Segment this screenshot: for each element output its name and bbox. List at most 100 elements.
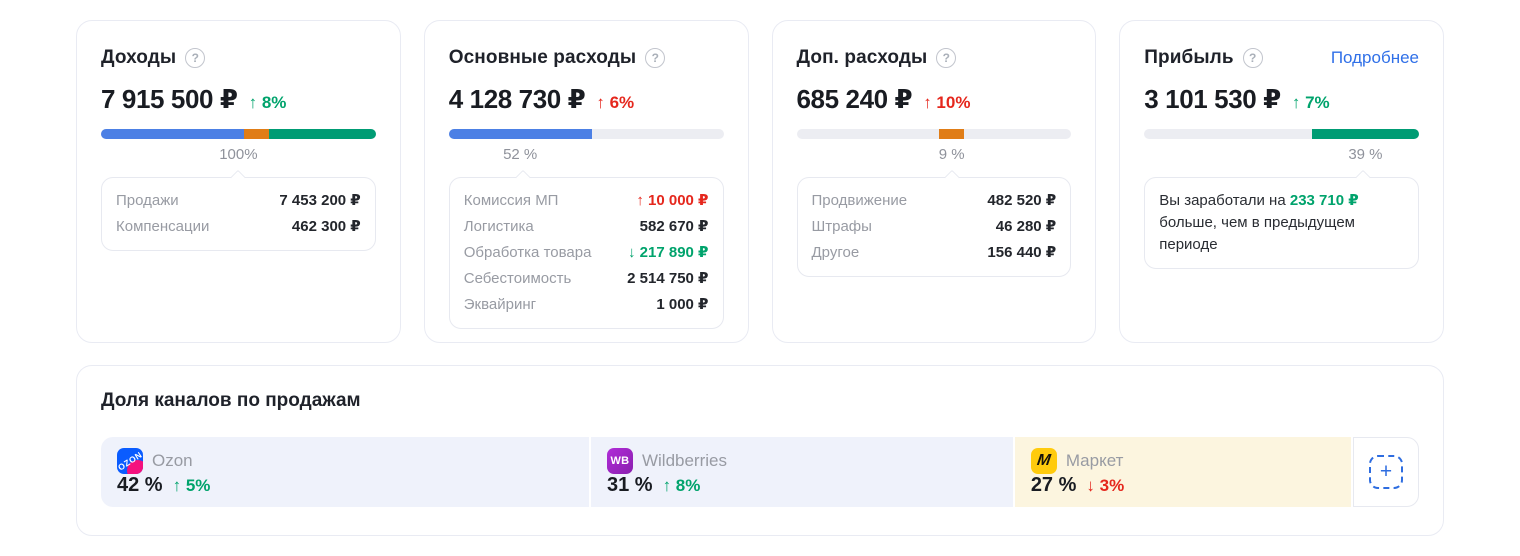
income-progress-bar [101,129,376,139]
income-value: 7 915 500 ₽ [101,84,238,114]
blue-bar-segment [101,129,244,139]
card-extra-expenses-title: Доп. расходы [796,47,928,68]
breakdown-row-value: ↓ 217 890 ₽ [628,244,709,261]
breakdown-row-value: 462 300 ₽ [291,218,361,235]
blue-bar-segment [448,129,592,139]
breakdown-row: Продажи 7 453 200 ₽ [116,188,361,214]
help-icon[interactable]: ? [645,48,666,68]
breakdown-row-label: Эквайринг [463,296,537,313]
green-bar-segment [1311,129,1419,139]
main-expenses-delta-badge: ↑ 6% [596,93,635,112]
breakdown-row-label: Логистика [463,218,534,235]
channel-share-value: 42 % [117,474,163,496]
profit-note-highlight: 233 710 ₽ [1289,192,1359,209]
breakdown-row-value: 46 280 ₽ [995,218,1057,235]
breakdown-row: Штрафы 46 280 ₽ [812,214,1057,240]
breakdown-caret [515,169,532,186]
orange-bar-segment [939,129,965,139]
channel-delta: ↓ 3% [1086,476,1125,495]
breakdown-row-value: 582 670 ₽ [639,218,709,235]
breakdown-row-value: 482 520 ₽ [987,192,1057,209]
channels-section-title: Доля каналов по продажам [101,390,361,411]
channel-delta: ↑ 5% [172,476,211,495]
add-channel-button[interactable]: + [1353,437,1419,507]
extra-expenses-percent-label: 9 % [938,146,965,163]
wildberries-logo-icon: WB [606,448,633,474]
profit-percent-label: 39 % [1348,146,1383,163]
channel-share-value: 27 % [1030,474,1077,496]
channels-row: OZON Ozon 42 % ↑ 5% WB Wildberries 31 % ↑ 8% M Ма… [101,437,1419,507]
profit-value: 3 101 530 ₽ [1144,84,1281,114]
extra-expenses-delta-badge: ↑ 10% [923,93,971,112]
breakdown-row-value: ↑ 10 000 ₽ [636,192,709,209]
channel-share-value: 31 % [606,474,653,496]
card-profit-header: Прибыль ? Подробнее [1144,45,1419,71]
income-breakdown-box: Продажи 7 453 200 ₽ Компенсации 462 300 ₽ [101,169,376,251]
profit-delta-badge: ↑ 7% [1291,93,1330,112]
breakdown-row: Обработка товара ↓ 217 890 ₽ [464,240,709,266]
channel-tile-маркет[interactable]: M Маркет 27 % ↓ 3% [1014,437,1351,507]
channel-tile-ozon[interactable]: OZON Ozon 42 % ↑ 5% [101,437,589,507]
card-main-expenses: Основные расходы ? 4 128 730 ₽ ↑ 6% 52 %… [423,20,749,343]
card-income-title: Доходы [101,47,177,68]
breakdown-row-value: 1 000 ₽ [656,296,709,313]
breakdown-row-label: Штрафы [811,218,872,235]
breakdown-row: Другое 156 440 ₽ [812,240,1057,266]
breakdown-row-label: Комиссия МП [463,192,559,209]
breakdown-row-label: Компенсации [116,218,210,235]
breakdown-row-label: Продажи [116,192,179,209]
card-extra-expenses: Доп. расходы ? 685 240 ₽ ↑ 10% 9 % Продв… [771,20,1097,343]
card-profit-title: Прибыль [1144,47,1234,68]
breakdown-row-label: Продвижение [811,192,908,209]
breakdown-row-label: Другое [811,244,860,261]
help-icon[interactable]: ? [936,48,957,68]
breakdown-row-label: Себестоимость [463,270,572,287]
extra-expenses-breakdown-box: Продвижение 482 520 ₽ Штрафы 46 280 ₽ Другое… [796,169,1072,277]
channel-delta: ↑ 8% [662,476,701,495]
income-percent-label: 100% [219,146,258,163]
card-income: Доходы ? 7 915 500 ₽ ↑ 8% 100% Продажи 7 … [76,20,401,343]
add-channel-plus-icon: + [1369,455,1403,489]
extra-expenses-value: 685 240 ₽ [796,84,913,114]
note-caret [1355,169,1372,186]
main-expenses-breakdown-box: Комиссия МП ↑ 10 000 ₽ Логистика 582 670 ₽ О… [448,169,724,329]
ozon-logo-icon: OZON [117,448,143,474]
channel-name: Wildberries [641,451,727,470]
metric-cards-row: Доходы ? 7 915 500 ₽ ↑ 8% 100% Продажи 7 … [76,20,1444,343]
extra-expenses-progress-bar [796,129,1072,139]
yandex-market-logo-icon: M [1030,448,1057,474]
breakdown-caret [230,169,247,186]
channel-name: Маркет [1065,451,1124,470]
orange-bar-segment [243,129,269,139]
help-icon[interactable]: ? [1242,48,1263,68]
breakdown-row-value: 156 440 ₽ [987,244,1057,261]
green-bar-segment [268,129,376,139]
card-extra-expenses-header: Доп. расходы ? [797,45,1072,71]
breakdown-row: Компенсации 462 300 ₽ [116,214,361,240]
main-expenses-progress-bar [448,129,724,139]
channel-tile-wildberries[interactable]: WB Wildberries 31 % ↑ 8% [590,437,1013,507]
channel-name: Ozon [152,451,193,470]
breakdown-row-value: 7 453 200 ₽ [279,192,361,209]
profit-progress-bar [1144,129,1419,139]
income-delta-badge: ↑ 8% [248,93,287,112]
breakdown-row-value: 2 514 750 ₽ [627,270,709,287]
breakdown-row: Продвижение 482 520 ₽ [812,188,1057,214]
profit-details-link[interactable]: Подробнее [1330,48,1419,67]
card-profit: Прибыль ? Подробнее 3 101 530 ₽ ↑ 7% 39 … [1119,20,1444,343]
breakdown-row: Логистика 582 670 ₽ [464,214,709,240]
profit-note-box: Вы заработали на 233 710 ₽ больше, чем в… [1144,169,1419,269]
profit-note-text: Вы заработали на 233 710 ₽ больше, чем в… [1159,192,1359,253]
card-income-header: Доходы ? [101,45,376,71]
card-main-expenses-header: Основные расходы ? [449,45,724,71]
breakdown-row-label: Обработка товара [463,244,592,261]
main-expenses-value: 4 128 730 ₽ [448,84,586,114]
card-main-expenses-title: Основные расходы [448,47,637,68]
channels-section: Доля каналов по продажам OZON Ozon 42 % ↑ 5… [76,365,1444,536]
breakdown-row: Себестоимость 2 514 750 ₽ [464,266,709,292]
help-icon[interactable]: ? [185,48,206,68]
main-expenses-percent-label: 52 % [503,146,538,163]
breakdown-row: Комиссия МП ↑ 10 000 ₽ [464,188,709,214]
breakdown-row: Эквайринг 1 000 ₽ [464,292,709,318]
breakdown-caret [943,169,960,186]
